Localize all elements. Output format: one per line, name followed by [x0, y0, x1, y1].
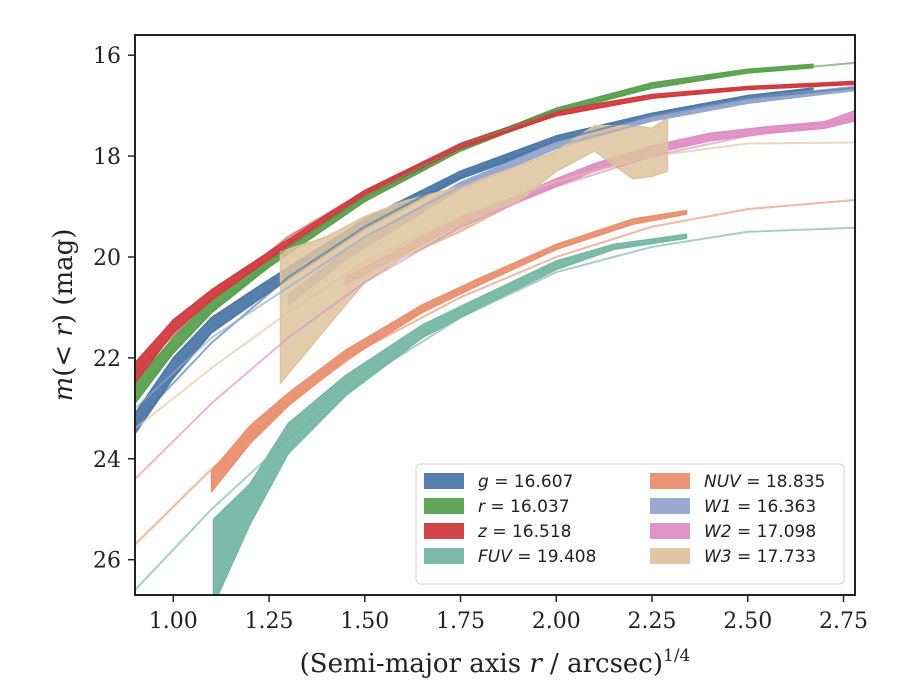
- series-band-fuv: [212, 233, 688, 595]
- legend: g = 16.607 r = 16.037 z = 16.518 FUV = 19.4…: [415, 463, 845, 585]
- y-tick-label: 22: [93, 347, 121, 372]
- y-tick-label: 18: [93, 145, 121, 170]
- legend-swatch-r: [424, 498, 464, 514]
- legend-entry-fuv: FUV = 19.408: [478, 547, 596, 567]
- legend-swatch-fuv: [424, 548, 464, 564]
- series-band-z: [135, 80, 855, 384]
- plot-frame: [134, 34, 856, 596]
- legend-entry-r: r = 16.037: [478, 497, 570, 517]
- y-tick-label: 26: [93, 549, 121, 574]
- x-tick-label: 1.50: [340, 609, 389, 634]
- legend-entry-w1: W1 = 16.363: [704, 497, 816, 517]
- series-bands: [135, 63, 855, 595]
- legend-entry-w3: W3 = 17.733: [704, 547, 816, 567]
- x-axis-label: (Semi-major axis r / arcsec)1/4: [300, 646, 691, 679]
- legend-box: [415, 463, 845, 585]
- legend-swatch-g: [424, 473, 464, 489]
- y-axis-ticks: 16 18 20 22 24 26: [93, 44, 135, 574]
- legend-entry-g: g = 16.607: [478, 472, 573, 492]
- x-tick-label: 1.25: [245, 609, 294, 634]
- legend-swatch-z: [424, 523, 464, 539]
- y-axis-label: m(< r) (mag): [49, 229, 79, 402]
- series-line-w1: [135, 88, 855, 410]
- legend-entry-z: z = 16.518: [477, 522, 571, 542]
- x-tick-label: 2.75: [819, 609, 868, 634]
- series-lines: [135, 61, 855, 591]
- legend-entry-w2: W2 = 17.098: [704, 522, 816, 542]
- x-tick-label: 1.00: [149, 609, 198, 634]
- y-tick-label: 24: [93, 448, 121, 473]
- y-tick-label: 16: [93, 44, 121, 69]
- series-line-nuv: [135, 199, 855, 546]
- legend-entry-nuv: NUV = 18.835: [704, 472, 825, 492]
- series-line-z: [135, 81, 855, 374]
- x-tick-label: 2.25: [628, 609, 677, 634]
- x-tick-label: 2.00: [532, 609, 581, 634]
- legend-swatch-w1: [650, 498, 690, 514]
- series-line-fuv: [135, 226, 855, 591]
- legend-swatch-w3: [650, 548, 690, 564]
- y-tick-label: 20: [93, 246, 121, 271]
- series-line-w3: [135, 141, 855, 430]
- x-tick-label: 1.75: [436, 609, 485, 634]
- series-band-w3: [279, 117, 669, 384]
- x-axis-ticks: 1.00 1.25 1.50 1.75 2.00 2.25 2.50 2.75: [149, 595, 868, 634]
- series-band-nuv: [210, 209, 688, 493]
- legend-swatch-nuv: [650, 473, 690, 489]
- series-line-w2: [135, 117, 855, 480]
- legend-swatch-w2: [650, 523, 690, 539]
- x-tick-label: 2.50: [723, 609, 772, 634]
